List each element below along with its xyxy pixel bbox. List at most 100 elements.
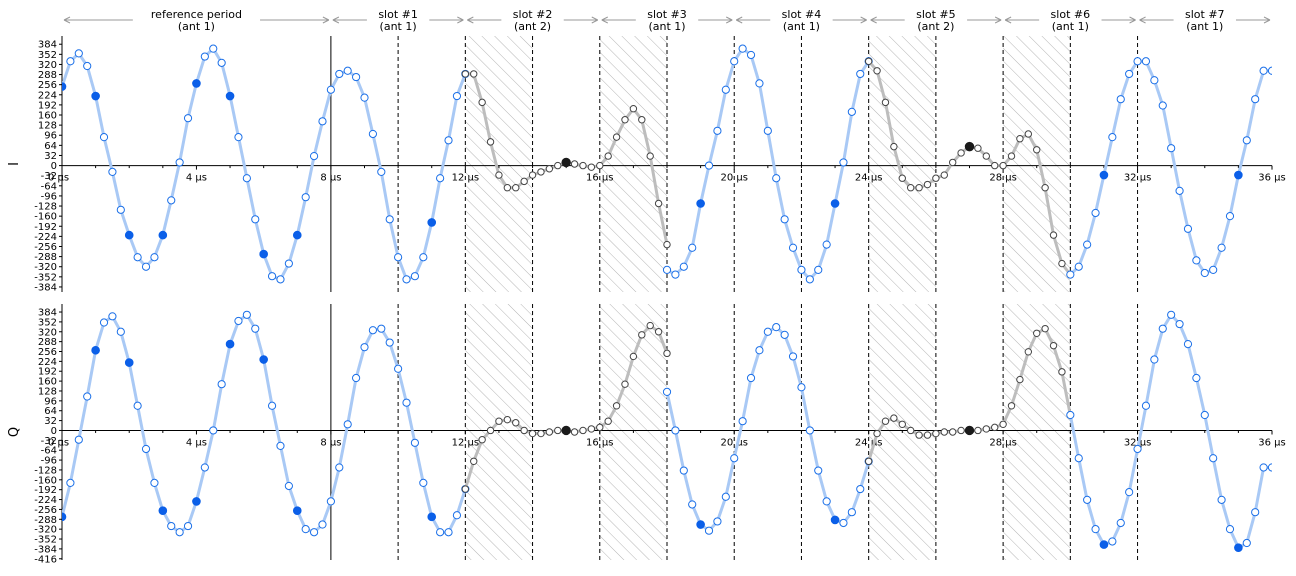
switched-sample-point	[579, 426, 587, 435]
arrowhead-right-icon	[322, 16, 330, 24]
sample-point	[74, 435, 83, 444]
sample-point	[1083, 495, 1092, 504]
switched-sample-point	[503, 184, 512, 192]
switched-sample-point	[545, 428, 554, 436]
switched-sample-point	[646, 152, 654, 160]
sample-point	[167, 521, 176, 531]
switched-sample-point	[596, 161, 604, 170]
y-tick-label: -288	[34, 252, 57, 263]
y-tick-label: -320	[34, 262, 57, 273]
period-label: slot #1	[378, 8, 418, 21]
x-tick-label: 16 µs	[586, 437, 613, 448]
switched-sample-point	[638, 331, 646, 339]
sample-point	[368, 129, 378, 139]
sample-point	[242, 174, 251, 183]
q-axes: -416-384-352-320-288-256-224-192-160-128…	[34, 304, 1286, 565]
period-7: slot #7(ant 1)	[1139, 8, 1271, 33]
switched-sample-point	[612, 402, 621, 410]
sample-point	[1242, 136, 1251, 145]
i-panel: -384-352-320-288-256-224-192-160-128-96-…	[7, 36, 1286, 293]
sample-point	[209, 426, 218, 435]
sample-point	[234, 133, 243, 142]
switched-sample-point	[1058, 368, 1066, 376]
y-tick-label: 192	[38, 367, 57, 378]
y-tick-label: 128	[38, 121, 57, 132]
sample-point	[671, 270, 680, 279]
y-tick-label: 0	[51, 426, 57, 437]
y-tick-label: 160	[38, 111, 57, 122]
q-series-group	[62, 310, 1272, 552]
highlight-sample	[62, 82, 67, 91]
arrowhead-right-icon	[1263, 16, 1271, 24]
period-antenna: (ant 1)	[1052, 20, 1089, 33]
arrowhead-right-icon	[1129, 16, 1136, 24]
sample-point	[183, 521, 193, 531]
sample-point	[1267, 66, 1272, 75]
sample-point	[335, 463, 344, 472]
switched-sample-point	[923, 431, 932, 439]
sample-point	[1066, 270, 1075, 279]
sample-point	[788, 243, 798, 252]
sample-point	[410, 272, 420, 281]
sample-point	[1150, 355, 1159, 364]
y-tick-label: 224	[38, 90, 57, 101]
switched-sample-point	[654, 328, 663, 336]
y-tick-label: 0	[51, 161, 57, 172]
arrowhead-left-icon	[467, 16, 474, 24]
sample-point	[251, 324, 260, 333]
sample-point	[276, 441, 285, 450]
sample-point	[1217, 495, 1226, 504]
sample-point	[377, 324, 386, 333]
y-tick-label: 320	[38, 60, 57, 71]
y-tick-label: 160	[38, 377, 57, 388]
y-tick-label: 320	[38, 327, 57, 338]
sample-point	[133, 401, 142, 410]
sample-point	[318, 117, 327, 126]
highlight-sample	[1234, 170, 1243, 180]
reference-curve-2	[665, 47, 871, 281]
switched-sample-point	[1024, 130, 1033, 138]
q-data	[62, 310, 1272, 552]
sample-point	[1200, 410, 1209, 420]
arrowhead-right-icon	[994, 16, 1002, 24]
sample-point	[83, 392, 92, 401]
highlight-sample	[292, 230, 302, 240]
switched-sample-point	[982, 152, 991, 160]
y-tick-label: -256	[34, 505, 57, 516]
arrowhead-left-icon	[63, 16, 71, 24]
arrowhead-left-icon	[601, 16, 609, 24]
sample-point	[1074, 454, 1083, 463]
sample-point	[217, 380, 226, 389]
switched-sample-point	[470, 457, 478, 466]
switched-sample-point	[612, 133, 621, 141]
sample-point	[1225, 212, 1235, 221]
sample-point	[772, 174, 781, 183]
sample-point	[251, 215, 260, 224]
period-6: slot #6(ant 1)	[1004, 8, 1136, 33]
period-antenna: (ant 2)	[917, 20, 954, 33]
sample-point	[436, 174, 445, 183]
switched-sample-point	[579, 161, 587, 170]
highlight-sample	[158, 506, 168, 515]
switched-sample-point	[604, 152, 612, 160]
sample-point	[150, 478, 159, 487]
highlight-sample	[1234, 543, 1243, 552]
sample-point	[301, 525, 310, 534]
switched-sample-point	[629, 104, 638, 113]
sample-point	[309, 151, 319, 161]
period-label: slot #4	[782, 8, 822, 21]
sample-point	[175, 528, 184, 537]
y-tick-label: 288	[38, 70, 57, 81]
sample-point	[1083, 240, 1092, 249]
sample-point	[309, 528, 319, 537]
x-tick-label: 20 µs	[720, 173, 747, 184]
highlight-sample	[696, 199, 705, 208]
arrowhead-right-icon	[725, 16, 733, 24]
sample-point	[839, 518, 848, 528]
switched-sample-point	[999, 420, 1007, 428]
switched-sample-point	[873, 67, 881, 75]
period-label: slot #5	[916, 8, 956, 21]
switched-sample-point	[470, 70, 478, 78]
sample-point	[452, 91, 462, 101]
